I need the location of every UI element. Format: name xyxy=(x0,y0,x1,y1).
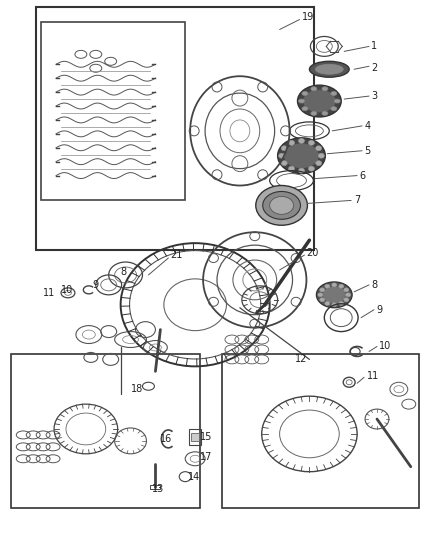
Ellipse shape xyxy=(332,283,337,287)
Text: 17: 17 xyxy=(200,452,212,462)
Ellipse shape xyxy=(320,288,325,292)
Ellipse shape xyxy=(323,287,345,303)
Ellipse shape xyxy=(281,160,287,166)
Ellipse shape xyxy=(344,288,349,292)
Ellipse shape xyxy=(322,87,328,91)
Ellipse shape xyxy=(339,284,344,288)
Text: 15: 15 xyxy=(200,432,212,442)
Bar xyxy=(189,429,201,445)
Ellipse shape xyxy=(331,107,337,111)
Ellipse shape xyxy=(316,146,321,151)
Text: 6: 6 xyxy=(359,171,365,181)
Text: 11: 11 xyxy=(43,288,55,298)
Ellipse shape xyxy=(298,168,304,173)
Ellipse shape xyxy=(344,298,349,302)
Ellipse shape xyxy=(318,293,323,297)
Text: 1: 1 xyxy=(371,42,377,51)
Ellipse shape xyxy=(309,61,349,77)
Ellipse shape xyxy=(270,197,293,214)
Text: 5: 5 xyxy=(364,146,370,156)
Ellipse shape xyxy=(325,284,330,288)
Ellipse shape xyxy=(308,140,314,146)
Ellipse shape xyxy=(308,166,314,171)
Text: 9: 9 xyxy=(376,305,382,314)
Text: 18: 18 xyxy=(131,384,143,394)
Ellipse shape xyxy=(315,64,343,74)
Text: 20: 20 xyxy=(307,248,319,258)
Bar xyxy=(41,21,185,200)
Text: 13: 13 xyxy=(152,483,165,494)
Text: 4: 4 xyxy=(364,121,370,131)
Text: 12: 12 xyxy=(294,354,307,365)
Text: 2: 2 xyxy=(371,63,377,73)
Text: 16: 16 xyxy=(160,434,172,444)
Ellipse shape xyxy=(285,144,318,168)
Bar xyxy=(150,484,160,489)
Ellipse shape xyxy=(279,153,285,158)
Ellipse shape xyxy=(304,90,335,112)
Ellipse shape xyxy=(256,185,307,225)
Text: 10: 10 xyxy=(61,285,73,295)
Ellipse shape xyxy=(302,92,308,95)
Ellipse shape xyxy=(263,191,300,219)
Ellipse shape xyxy=(316,160,321,166)
Text: 8: 8 xyxy=(120,267,127,277)
Ellipse shape xyxy=(339,302,344,305)
Ellipse shape xyxy=(346,293,351,297)
Ellipse shape xyxy=(298,99,304,103)
Ellipse shape xyxy=(281,146,287,151)
Ellipse shape xyxy=(320,298,325,302)
Ellipse shape xyxy=(311,87,317,91)
Ellipse shape xyxy=(325,302,330,305)
Ellipse shape xyxy=(297,85,341,117)
Ellipse shape xyxy=(298,139,304,143)
Text: 9: 9 xyxy=(93,280,99,290)
Text: 11: 11 xyxy=(367,372,379,381)
Ellipse shape xyxy=(332,303,337,307)
Ellipse shape xyxy=(289,140,294,146)
Ellipse shape xyxy=(311,111,317,115)
Ellipse shape xyxy=(331,92,337,95)
Text: 3: 3 xyxy=(371,91,377,101)
Ellipse shape xyxy=(316,282,352,308)
Text: 21: 21 xyxy=(170,250,183,260)
Text: 14: 14 xyxy=(188,472,201,482)
Ellipse shape xyxy=(322,111,328,115)
Ellipse shape xyxy=(289,166,294,171)
Text: 19: 19 xyxy=(301,12,314,22)
Text: 8: 8 xyxy=(371,280,377,290)
Bar xyxy=(191,433,199,441)
Bar xyxy=(36,6,314,250)
Text: 7: 7 xyxy=(354,196,360,205)
Ellipse shape xyxy=(334,99,340,103)
Bar xyxy=(222,354,419,508)
Ellipse shape xyxy=(302,107,308,111)
Ellipse shape xyxy=(318,153,324,158)
Text: 10: 10 xyxy=(379,342,391,351)
Bar xyxy=(11,354,200,508)
Ellipse shape xyxy=(278,138,325,174)
